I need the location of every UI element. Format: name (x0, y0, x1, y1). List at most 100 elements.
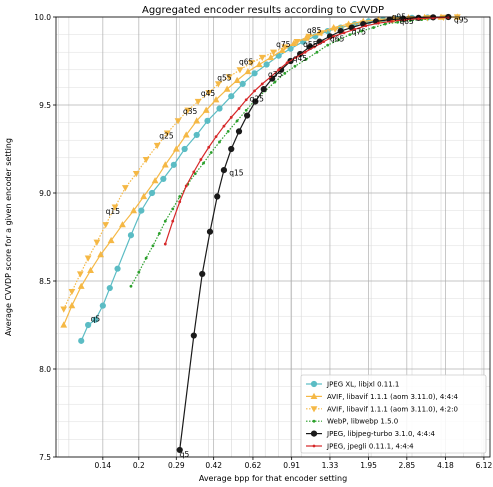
data-point (121, 185, 129, 192)
data-point (92, 316, 99, 323)
legend-box (300, 374, 487, 454)
legend-entry: JPEG, jpegli 0.11.1, 4:4:4 (306, 443, 414, 451)
data-point (192, 170, 196, 174)
data-point (417, 17, 420, 21)
quality-annotation: q55 (303, 40, 318, 49)
data-point (322, 40, 326, 44)
data-point (181, 145, 188, 153)
data-point (304, 57, 308, 61)
data-point (161, 161, 169, 168)
data-point (204, 117, 211, 124)
quality-annotation: q45 (201, 89, 216, 98)
data-point (68, 288, 76, 296)
data-point (220, 167, 228, 174)
data-point (252, 98, 259, 105)
legend-entry: AVIF, libavif 1.1.1 (aom 3.11.0), 4:4:4 (306, 392, 459, 401)
data-point (171, 207, 175, 211)
legend-label: AVIF, libavif 1.1.1 (aom 3.11.0), 4:2:0 (327, 405, 458, 413)
data-point (345, 23, 352, 30)
legend-marker (310, 430, 318, 437)
x-axis-label: Average bpp for that encoder setting (199, 474, 347, 483)
data-point (244, 67, 252, 75)
data-point (383, 22, 387, 26)
x-axis: 0.14 0.2 0.29 0.42 0.62 0.91 1.33 1.95 2.85 4.18 6… (94, 457, 492, 470)
data-point (260, 82, 264, 86)
data-point (222, 124, 226, 128)
data-point (353, 27, 357, 31)
legend-marker (310, 392, 318, 399)
data-point (233, 76, 241, 83)
data-point (99, 302, 106, 309)
data-point (332, 34, 336, 38)
data-point (315, 50, 319, 54)
x-tick-label: 0.29 (168, 461, 185, 470)
data-point (107, 236, 115, 244)
data-point (174, 118, 182, 125)
series-4 (129, 17, 435, 288)
data-point (253, 89, 256, 93)
data-point (403, 18, 407, 22)
data-point (342, 31, 346, 35)
data-point (127, 232, 135, 239)
data-point (114, 265, 121, 272)
data-point (331, 26, 339, 33)
data-point (163, 130, 171, 137)
data-point (184, 184, 188, 188)
y-tick-label: 9.0 (39, 189, 51, 198)
data-point (119, 221, 126, 228)
y-tick-label: 10.0 (34, 13, 51, 22)
data-point (305, 33, 313, 40)
data-point (138, 207, 145, 214)
data-point (97, 251, 105, 258)
data-point (258, 54, 266, 62)
data-point (247, 60, 255, 67)
legend-label: AVIF, libavif 1.1.1 (aom 3.11.0), 4:4:4 (327, 393, 459, 401)
data-point (263, 61, 270, 68)
data-point (151, 177, 159, 184)
series-2 (60, 13, 461, 328)
quality-annotation: q25 (159, 131, 174, 140)
data-point (171, 219, 175, 223)
quality-annotation: q85 (307, 26, 322, 35)
data-point (237, 107, 241, 110)
data-point (348, 24, 355, 31)
quality-annotation: q45 (293, 54, 308, 63)
data-point (176, 446, 183, 454)
series-line (63, 16, 458, 310)
data-point (277, 68, 281, 72)
data-point (312, 45, 316, 49)
data-point (130, 207, 138, 214)
legend-marker (312, 444, 316, 448)
data-point (170, 161, 177, 168)
data-point (214, 135, 218, 139)
legend-label: JPEG, jpegli 0.11.1, 4:4:4 (326, 443, 414, 451)
data-point (372, 26, 375, 29)
data-point (106, 284, 113, 292)
data-point (285, 61, 289, 65)
x-tick-label: 1.33 (322, 461, 339, 470)
data-point (209, 151, 213, 154)
data-point (212, 96, 220, 103)
data-point (290, 39, 298, 46)
quality-annotation: q35 (183, 107, 198, 116)
plot-frame (55, 16, 491, 458)
data-point (87, 266, 94, 274)
x-tick-label: 6.12 (476, 461, 493, 470)
data-point (337, 38, 341, 42)
data-point (236, 67, 244, 74)
legend-label: JPEG, libjpeg-turbo 3.1.0, 4:4:4 (326, 430, 435, 438)
data-point (85, 321, 92, 329)
y-tick-label: 9.5 (39, 101, 51, 110)
data-point (148, 189, 156, 197)
data-point (144, 256, 148, 260)
x-tick-label: 2.85 (398, 461, 415, 470)
legend-label: WebP, libwebp 1.5.0 (327, 418, 398, 426)
annotation-layer: q5q15q25q35q45q55q65q75q85q95q55q65q75q8… (91, 13, 469, 459)
data-point (396, 20, 399, 24)
quality-annotation: q5 (91, 314, 101, 323)
legend-entry: JPEG XL, libjxl 0.11.1 (306, 381, 399, 389)
data-point (76, 271, 84, 278)
data-point (223, 85, 231, 92)
data-point (303, 50, 307, 54)
